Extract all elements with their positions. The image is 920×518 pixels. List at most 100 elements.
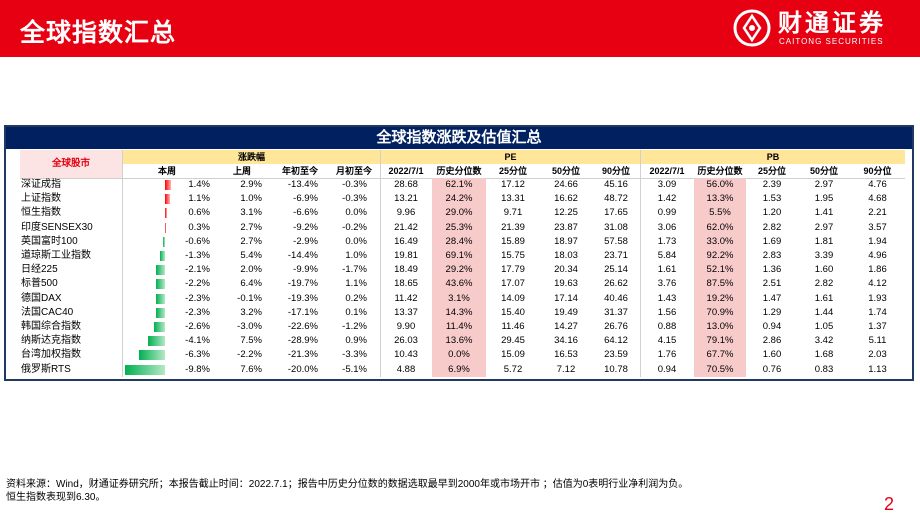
pe-p90-value: 26.76 — [604, 321, 628, 332]
pe-percentile-value: 69.1% — [445, 250, 473, 261]
week-change-bar — [155, 293, 165, 304]
ytd-change-value: -9.2% — [293, 221, 318, 233]
pb-p25-value: 1.36 — [762, 264, 782, 276]
pb-p50-value: 1.95 — [814, 193, 834, 205]
pe-percentile-value: 11.4% — [445, 321, 473, 332]
footer-source: 资料来源：Wind，财通证券研究所；本报告截止时间：2022.7.1；报告中历史… — [6, 479, 689, 490]
mtd-change-value: -3.3% — [342, 349, 367, 361]
pe-p90-cell: 57.58 — [592, 235, 640, 249]
week-change-cell: -2.6% — [122, 320, 212, 334]
pb-p50-value: 1.41 — [814, 207, 834, 219]
pb-percentile-cell: 5.5% — [694, 206, 746, 221]
pb-p50-value: 1.60 — [814, 264, 834, 276]
pb-p25-cell: 2.82 — [746, 221, 798, 235]
pe-p50-value: 17.14 — [554, 292, 578, 304]
pb-p25-cell: 1.69 — [746, 235, 798, 249]
index-name: 韩国综合指数 — [21, 321, 81, 332]
last-week-change-value: 3.2% — [240, 306, 262, 318]
ytd-change-cell: -9.9% — [272, 263, 328, 277]
week-change-bar — [139, 350, 165, 361]
column-header-pb-p25: 25分位 — [757, 166, 786, 176]
mtd-change-value: -1.7% — [342, 264, 367, 276]
pb-percentile-cell: 33.0% — [694, 234, 746, 249]
pe-percentile-value: 29.2% — [445, 264, 473, 276]
pe-p90-value: 64.12 — [604, 335, 628, 347]
pb-p90-cell: 1.86 — [850, 263, 905, 277]
pe-p25-value: 21.39 — [501, 221, 525, 233]
mtd-change-cell: -0.3% — [328, 192, 380, 206]
pb-current-cell: 4.15 — [640, 334, 694, 348]
pe-p50-cell: 20.34 — [540, 263, 592, 277]
pe-current-value: 11.42 — [394, 292, 418, 304]
pe-current-value: 26.03 — [394, 335, 418, 347]
pb-p50-cell: 1.41 — [798, 206, 850, 220]
ytd-change-value: -2.9% — [293, 235, 318, 247]
pe-p90-value: 48.72 — [604, 193, 628, 205]
column-divider — [122, 150, 123, 377]
pb-current-cell: 1.61 — [640, 263, 694, 277]
pb-p25-value: 2.82 — [762, 221, 782, 233]
pb-p50-value: 2.97 — [814, 221, 834, 233]
mtd-change-value: 0.0% — [345, 207, 367, 219]
summary-table-panel: 全球指数涨跌及估值汇总 全球股市 涨跌幅 PE PB 本周 上周 年初至今 月初至今 2… — [4, 125, 914, 381]
pb-p50-cell: 1.68 — [798, 348, 850, 362]
pe-p90-value: 31.08 — [604, 221, 628, 233]
table-row: 俄罗斯RTS -9.8% 7.6% -20.0% -5.1% 4.88 6.9% 5.72 7.… — [20, 362, 905, 377]
pe-p50-cell: 7.12 — [540, 363, 592, 377]
ytd-change-value: -17.1% — [287, 306, 318, 318]
ytd-change-value: -19.7% — [287, 278, 318, 290]
ytd-change-cell: -13.4% — [272, 178, 328, 192]
pe-percentile-cell: 29.0% — [432, 206, 486, 221]
pb-p90-cell: 1.37 — [850, 320, 905, 334]
pb-percentile-cell: 70.5% — [694, 362, 746, 377]
pe-p50-value: 18.97 — [554, 235, 578, 247]
column-header-pb-current: 2022/7/1 — [649, 166, 685, 176]
week-change-cell: -2.2% — [122, 277, 212, 291]
pb-current-value: 3.76 — [657, 278, 677, 290]
pe-percentile-cell: 62.1% — [432, 178, 486, 193]
pe-percentile-value: 14.3% — [445, 306, 473, 318]
pb-p25-value: 0.76 — [762, 363, 782, 375]
table-row: 日经225 -2.1% 2.0% -9.9% -1.7% 18.49 29.2% 17.79 2… — [20, 263, 905, 278]
pe-p50-cell: 24.66 — [540, 178, 592, 192]
column-header-pe-p50: 50分位 — [551, 166, 580, 176]
week-change-cell: -2.1% — [122, 263, 212, 277]
pe-p50-value: 18.03 — [554, 250, 578, 261]
table-row: 上证指数 1.1% 1.0% -6.9% -0.3% 13.21 24.2% 13.31 16.… — [20, 192, 905, 207]
pe-current-value: 9.96 — [396, 207, 416, 219]
pb-p50-cell: 0.83 — [798, 363, 850, 377]
pb-p25-cell: 1.20 — [746, 206, 798, 220]
pe-p50-cell: 16.62 — [540, 192, 592, 206]
pe-p25-cell: 15.75 — [486, 249, 540, 263]
week-change-value: -2.2% — [185, 278, 210, 290]
pb-current-value: 3.06 — [657, 221, 677, 233]
pe-current-cell: 19.81 — [380, 249, 432, 263]
pb-percentile-cell: 87.5% — [694, 277, 746, 292]
pe-current-value: 21.42 — [394, 221, 418, 233]
last-week-change-value: 7.6% — [240, 363, 262, 375]
last-week-change-value: 5.4% — [240, 250, 262, 261]
pe-current-cell: 16.49 — [380, 235, 432, 249]
pb-p25-cell: 1.47 — [746, 292, 798, 306]
week-change-bar — [159, 251, 165, 261]
pb-percentile-value: 79.1% — [706, 335, 734, 347]
pb-p50-cell: 1.44 — [798, 306, 850, 320]
week-change-cell: -4.1% — [122, 334, 212, 348]
last-week-change-value: 3.1% — [240, 207, 262, 219]
pb-p50-value: 1.61 — [814, 292, 834, 304]
pe-p50-value: 16.62 — [554, 193, 578, 205]
ytd-change-value: -28.9% — [287, 335, 318, 347]
table-row: 深证成指 1.4% 2.9% -13.4% -0.3% 28.68 62.1% 17.12 24… — [20, 178, 905, 193]
last-week-change-value: -3.0% — [237, 321, 262, 332]
pe-p50-value: 14.27 — [554, 321, 578, 332]
corner-header: 全球股市 — [20, 150, 122, 178]
pe-current-value: 13.21 — [394, 193, 418, 205]
pb-percentile-cell: 62.0% — [694, 220, 746, 235]
last-week-change-value: -0.1% — [237, 292, 262, 304]
week-change-bar — [156, 265, 165, 276]
brand-name: 财通证券 — [778, 10, 886, 37]
pe-p90-value: 23.71 — [604, 250, 628, 261]
pe-p25-value: 15.09 — [501, 349, 525, 361]
pb-p50-cell: 1.81 — [798, 235, 850, 249]
pb-p90-value: 1.93 — [868, 292, 887, 304]
